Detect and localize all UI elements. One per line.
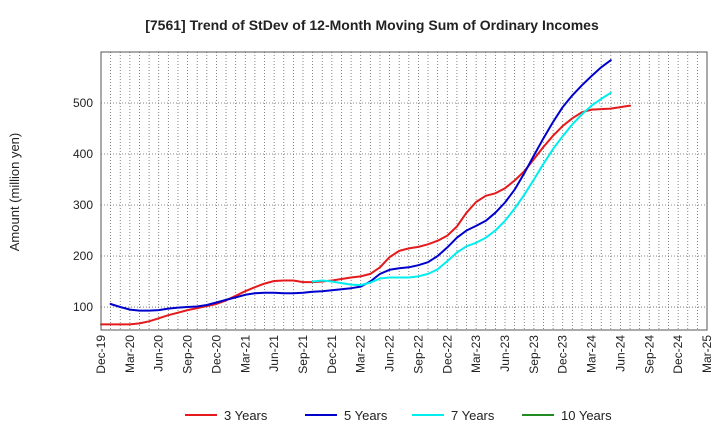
x-tick-label: Sep-23 (527, 335, 541, 374)
x-tick-label: Sep-21 (296, 335, 310, 374)
x-tick-label: Dec-24 (671, 335, 685, 374)
grid-layer (100, 52, 708, 330)
y-axis-ticks: 100 200 300 400 500 (73, 96, 93, 314)
x-tick-label: Dec-20 (209, 335, 223, 374)
legend-label-7-years: 7 Years (451, 408, 495, 423)
legend: 3 Years 5 Years 7 Years 10 Years (185, 408, 612, 423)
series-line-7-years (311, 91, 612, 287)
x-tick-label: Dec-22 (440, 335, 454, 374)
x-tick-label: Dec-23 (556, 335, 570, 374)
x-tick-label: Mar-25 (700, 335, 714, 373)
x-tick-label: Dec-19 (94, 335, 108, 374)
x-tick-label: Mar-23 (469, 335, 483, 373)
series-layer (100, 59, 631, 326)
x-tick-label: Jun-22 (383, 335, 397, 372)
y-tick-label: 200 (73, 249, 93, 263)
legend-label-10-years: 10 Years (561, 408, 612, 423)
x-tick-label: Jun-20 (152, 335, 166, 372)
x-tick-label: Mar-20 (123, 335, 137, 373)
x-tick-label: Jun-23 (498, 335, 512, 372)
x-tick-label: Sep-24 (642, 335, 656, 374)
x-tick-label: Mar-24 (585, 335, 599, 373)
y-axis-label: Amount (million yen) (7, 133, 22, 252)
y-tick-label: 400 (73, 147, 93, 161)
x-tick-label: Sep-20 (181, 335, 195, 374)
chart-title: [7561] Trend of StDev of 12-Month Moving… (145, 17, 599, 33)
series-line-5-years (109, 59, 612, 312)
plot-frame (100, 51, 708, 331)
y-tick-label: 300 (73, 198, 93, 212)
x-tick-label: Jun-24 (613, 335, 627, 372)
x-axis-ticks: Dec-19 Mar-20 Jun-20 Sep-20 Dec-20 Mar-21 Jun-… (94, 335, 714, 374)
legend-label-3-years: 3 Years (224, 408, 268, 423)
y-tick-label: 100 (73, 300, 93, 314)
series-line-3-years (100, 104, 631, 326)
y-tick-label: 500 (73, 96, 93, 110)
x-tick-label: Mar-22 (354, 335, 368, 373)
x-tick-label: Sep-22 (411, 335, 425, 374)
x-tick-label: Jun-21 (267, 335, 281, 372)
x-tick-label: Mar-21 (238, 335, 252, 373)
x-tick-label: Dec-21 (325, 335, 339, 374)
legend-label-5-years: 5 Years (344, 408, 388, 423)
